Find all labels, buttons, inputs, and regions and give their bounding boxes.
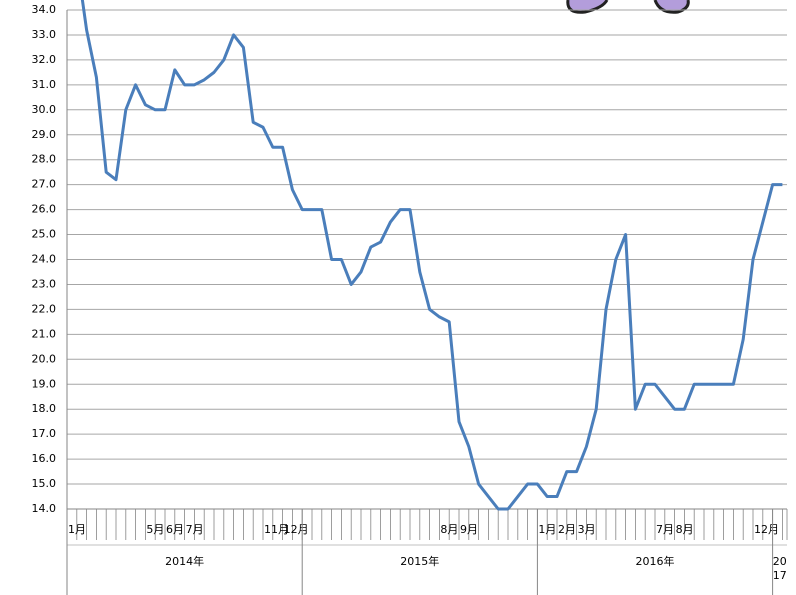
x-tick-label: 12月	[754, 523, 779, 536]
y-tick-label: 21.0	[32, 327, 57, 340]
y-tick-label: 17.0	[32, 427, 57, 440]
chart: 14.0 15.0 16.0 17.0 18.0 19.0 20.0 21.0 22.0 23.0…	[0, 0, 796, 595]
x-tick-label: 1月	[68, 523, 86, 536]
y-tick-label: 19.0	[32, 377, 57, 390]
page: 14.0 15.0 16.0 17.0 18.0 19.0 20.0 21.0 22.0 23.0…	[0, 0, 796, 595]
y-tick-label: 29.0	[32, 128, 57, 141]
x-tick-label: 6月	[166, 523, 184, 536]
y-tick-label: 24.0	[32, 253, 57, 266]
year-label: 2015年	[302, 555, 537, 569]
year-label: 2014年	[67, 555, 302, 569]
x-tick-label: 2月	[558, 523, 576, 536]
y-tick-label: 28.0	[32, 153, 57, 166]
x-tick-label: 5月	[146, 523, 164, 536]
x-tick-label: 1月	[538, 523, 556, 536]
y-tick-label: 16.0	[32, 452, 57, 465]
y-tick-label: 34.0	[32, 3, 57, 16]
y-tick-label: 18.0	[32, 402, 57, 415]
y-tick-label: 31.0	[32, 78, 57, 91]
y-tick-label: 15.0	[32, 477, 57, 490]
y-tick-label: 22.0	[32, 302, 57, 315]
y-tick-label: 20.0	[32, 352, 57, 365]
x-tick-label: 9月	[460, 523, 478, 536]
x-tick-label: 7月	[656, 523, 674, 536]
year-label: 2017	[773, 555, 787, 583]
y-tick-label: 25.0	[32, 228, 57, 241]
y-tick-label: 30.0	[32, 103, 57, 116]
x-tick-label: 12月	[284, 523, 309, 536]
year-label: 2016年	[537, 555, 772, 569]
y-tick-label: 27.0	[32, 178, 57, 191]
y-tick-label: 14.0	[32, 502, 57, 515]
y-tick-label: 33.0	[32, 28, 57, 41]
y-tick-label: 23.0	[32, 277, 57, 290]
x-tick-label: 8月	[440, 523, 458, 536]
x-tick-label: 7月	[186, 523, 204, 536]
x-tick-label: 3月	[578, 523, 596, 536]
x-tick-label: 8月	[676, 523, 694, 536]
y-tick-label: 26.0	[32, 203, 57, 216]
y-tick-label: 32.0	[32, 53, 57, 66]
data-line	[77, 0, 783, 509]
